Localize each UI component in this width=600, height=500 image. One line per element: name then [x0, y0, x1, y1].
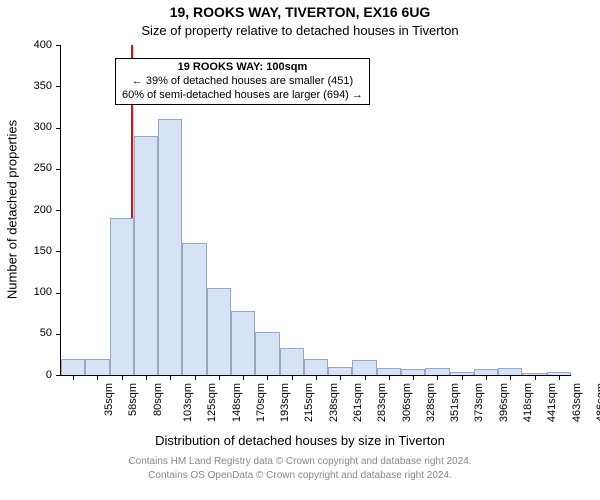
y-axis-label: Number of detached properties — [5, 110, 20, 310]
footer-line2: Contains OS OpenData © Crown copyright a… — [0, 469, 600, 483]
x-tick — [219, 375, 220, 380]
x-tick — [413, 375, 414, 380]
x-tick — [535, 375, 536, 380]
x-tick — [437, 375, 438, 380]
histogram-bar — [425, 368, 449, 375]
histogram-bar — [134, 136, 158, 375]
x-tick — [73, 375, 74, 380]
x-axis-label: Distribution of detached houses by size … — [0, 433, 600, 448]
y-tick-label: 100 — [20, 286, 52, 298]
y-tick — [56, 86, 61, 87]
x-tick — [462, 375, 463, 380]
x-tick — [389, 375, 390, 380]
chart-subtitle: Size of property relative to detached ho… — [0, 23, 600, 38]
x-tick-label: 463sqm — [571, 383, 583, 422]
x-tick-label: 238sqm — [328, 383, 340, 422]
x-tick-label: 103sqm — [182, 383, 194, 422]
chart-title: 19, ROOKS WAY, TIVERTON, EX16 6UG — [0, 4, 600, 20]
x-tick — [170, 375, 171, 380]
histogram-bar — [182, 243, 206, 375]
histogram-bar — [255, 332, 279, 375]
x-tick-label: 418sqm — [522, 383, 534, 422]
y-tick — [56, 128, 61, 129]
x-tick-label: 148sqm — [231, 383, 243, 422]
y-tick — [56, 334, 61, 335]
x-tick-label: 193sqm — [279, 383, 291, 422]
x-tick-label: 373sqm — [474, 383, 486, 422]
histogram-bar — [207, 288, 231, 375]
x-tick — [486, 375, 487, 380]
histogram-bar — [231, 311, 255, 375]
x-tick-label: 328sqm — [425, 383, 437, 422]
histogram-bar — [498, 368, 522, 375]
x-tick — [97, 375, 98, 380]
x-tick — [510, 375, 511, 380]
y-tick-label: 350 — [20, 80, 52, 92]
x-tick — [122, 375, 123, 380]
chart-container: 19, ROOKS WAY, TIVERTON, EX16 6UG Size o… — [0, 0, 600, 500]
y-tick-label: 150 — [20, 245, 52, 257]
x-tick — [292, 375, 293, 380]
x-tick-label: 306sqm — [401, 383, 413, 422]
x-tick — [316, 375, 317, 380]
histogram-bar — [328, 367, 352, 375]
x-tick-label: 283sqm — [376, 383, 388, 422]
y-tick — [56, 45, 61, 46]
x-tick — [365, 375, 366, 380]
x-tick — [340, 375, 341, 380]
y-tick-label: 50 — [20, 327, 52, 339]
y-tick-label: 400 — [20, 39, 52, 51]
y-tick-label: 0 — [20, 369, 52, 381]
histogram-bar — [352, 360, 376, 375]
histogram-bar — [85, 359, 109, 376]
y-tick-label: 200 — [20, 204, 52, 216]
x-tick-label: 125sqm — [206, 383, 218, 422]
histogram-bar — [377, 368, 401, 375]
y-tick-label: 300 — [20, 121, 52, 133]
x-tick-label: 486sqm — [595, 383, 600, 422]
histogram-bar — [304, 359, 328, 376]
annotation-box: 19 ROOKS WAY: 100sqm ← 39% of detached h… — [115, 58, 370, 105]
x-tick-label: 441sqm — [546, 383, 558, 422]
x-tick — [559, 375, 560, 380]
x-tick — [243, 375, 244, 380]
y-tick — [56, 293, 61, 294]
x-tick — [146, 375, 147, 380]
histogram-bar — [158, 119, 182, 375]
y-tick — [56, 375, 61, 376]
x-tick-label: 170sqm — [255, 383, 267, 422]
x-tick — [267, 375, 268, 380]
y-tick — [56, 251, 61, 252]
y-tick — [56, 210, 61, 211]
x-tick-label: 215sqm — [304, 383, 316, 422]
x-tick — [195, 375, 196, 380]
x-tick-label: 58sqm — [127, 383, 139, 416]
histogram-bar — [110, 218, 134, 375]
x-tick-label: 261sqm — [352, 383, 364, 422]
y-tick-label: 250 — [20, 162, 52, 174]
footer: Contains HM Land Registry data © Crown c… — [0, 455, 600, 482]
x-tick-label: 396sqm — [498, 383, 510, 422]
x-tick-label: 351sqm — [449, 383, 461, 422]
x-tick-label: 35sqm — [103, 383, 115, 416]
footer-line1: Contains HM Land Registry data © Crown c… — [0, 455, 600, 469]
y-tick — [56, 169, 61, 170]
annotation-line2: ← 39% of detached houses are smaller (45… — [122, 75, 363, 89]
histogram-bar — [280, 348, 304, 375]
histogram-bar — [61, 359, 85, 376]
x-tick-label: 80sqm — [152, 383, 164, 416]
annotation-line1: 19 ROOKS WAY: 100sqm — [122, 61, 363, 75]
annotation-line3: 60% of semi-detached houses are larger (… — [122, 89, 363, 103]
